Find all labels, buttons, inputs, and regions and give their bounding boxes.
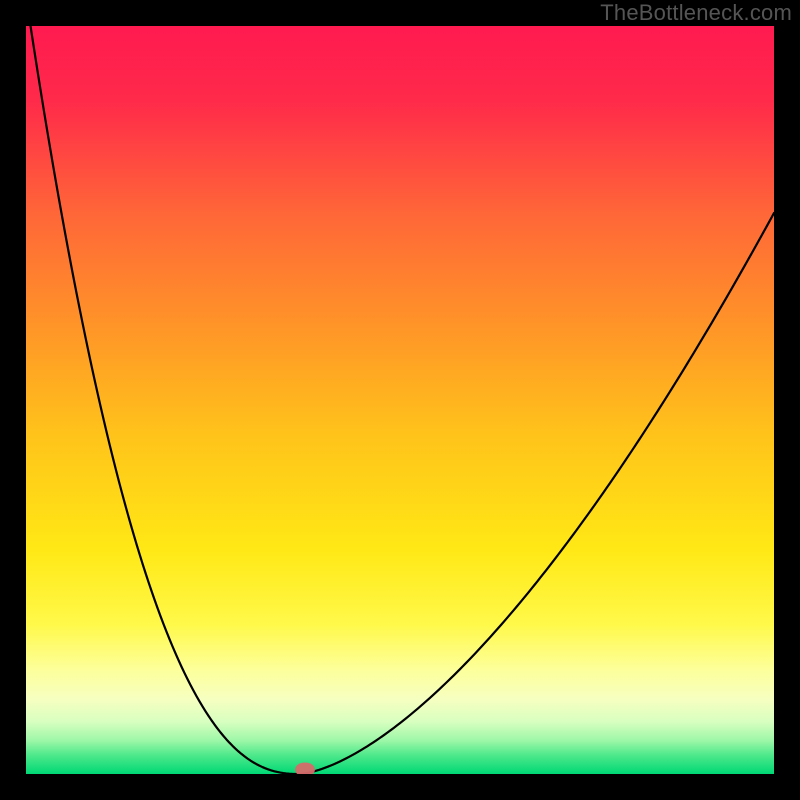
chart-root: TheBottleneck.com: [0, 0, 800, 800]
watermark-text: TheBottleneck.com: [600, 0, 792, 26]
plot-background: [26, 26, 774, 774]
bottleneck-chart: [0, 0, 800, 800]
